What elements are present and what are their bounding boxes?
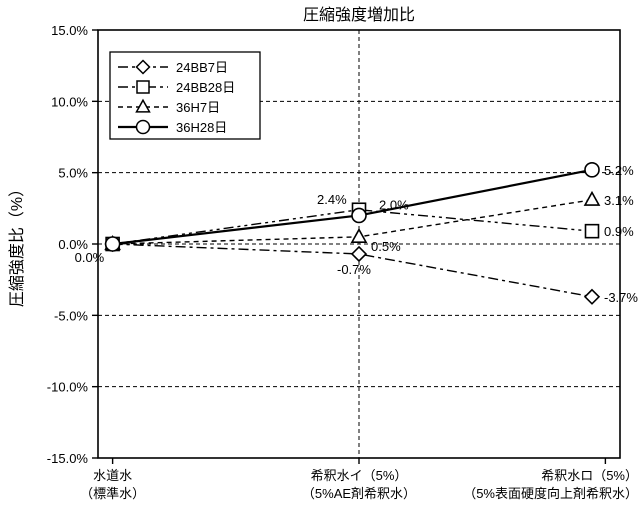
- chart-svg: -15.0% -10.0% -5.0% 0.0% 5.0% 10.0% 15.0% 水道水 （標…: [0, 0, 640, 521]
- y-tick-label: -5.0%: [54, 308, 88, 323]
- point-label: -3.7%: [604, 290, 638, 305]
- x-tick-label: 希釈水ロ（5%）: [541, 468, 638, 483]
- x-tick-sublabel: （標準水）: [80, 486, 145, 501]
- point-label: -0.7%: [337, 262, 371, 277]
- point-label: 0.0%: [75, 250, 105, 265]
- point-label: 2.0%: [379, 197, 409, 212]
- point-label: 0.9%: [604, 224, 634, 239]
- y-tick-label: -15.0%: [47, 451, 89, 466]
- x-tick-sublabel: （5%AE剤希釈水）: [302, 486, 416, 501]
- legend-label: 24BB7日: [176, 60, 228, 75]
- point-label: 5.2%: [604, 163, 634, 178]
- y-tick-label: 10.0%: [51, 94, 88, 109]
- legend-label: 36H7日: [176, 100, 220, 115]
- x-tick-label: 希釈水イ（5%）: [311, 468, 408, 483]
- x-tick-label: 水道水: [93, 468, 132, 483]
- point-label: 3.1%: [604, 193, 634, 208]
- legend-label: 36H28日: [176, 120, 227, 135]
- y-tick-label: -10.0%: [47, 380, 89, 395]
- chart-container: -15.0% -10.0% -5.0% 0.0% 5.0% 10.0% 15.0% 水道水 （標…: [0, 0, 640, 521]
- y-tick-label: 15.0%: [51, 23, 88, 38]
- chart-title: 圧縮強度増加比: [303, 6, 415, 24]
- x-tick-sublabel: （5%表面硬度向上剤希釈水）: [463, 486, 638, 501]
- y-axis-label: 圧縮強度比（%）: [8, 181, 26, 307]
- legend-label: 24BB28日: [176, 80, 235, 95]
- point-label: 2.4%: [317, 192, 347, 207]
- point-label: 0.5%: [371, 239, 401, 254]
- y-tick-label: 5.0%: [58, 166, 88, 181]
